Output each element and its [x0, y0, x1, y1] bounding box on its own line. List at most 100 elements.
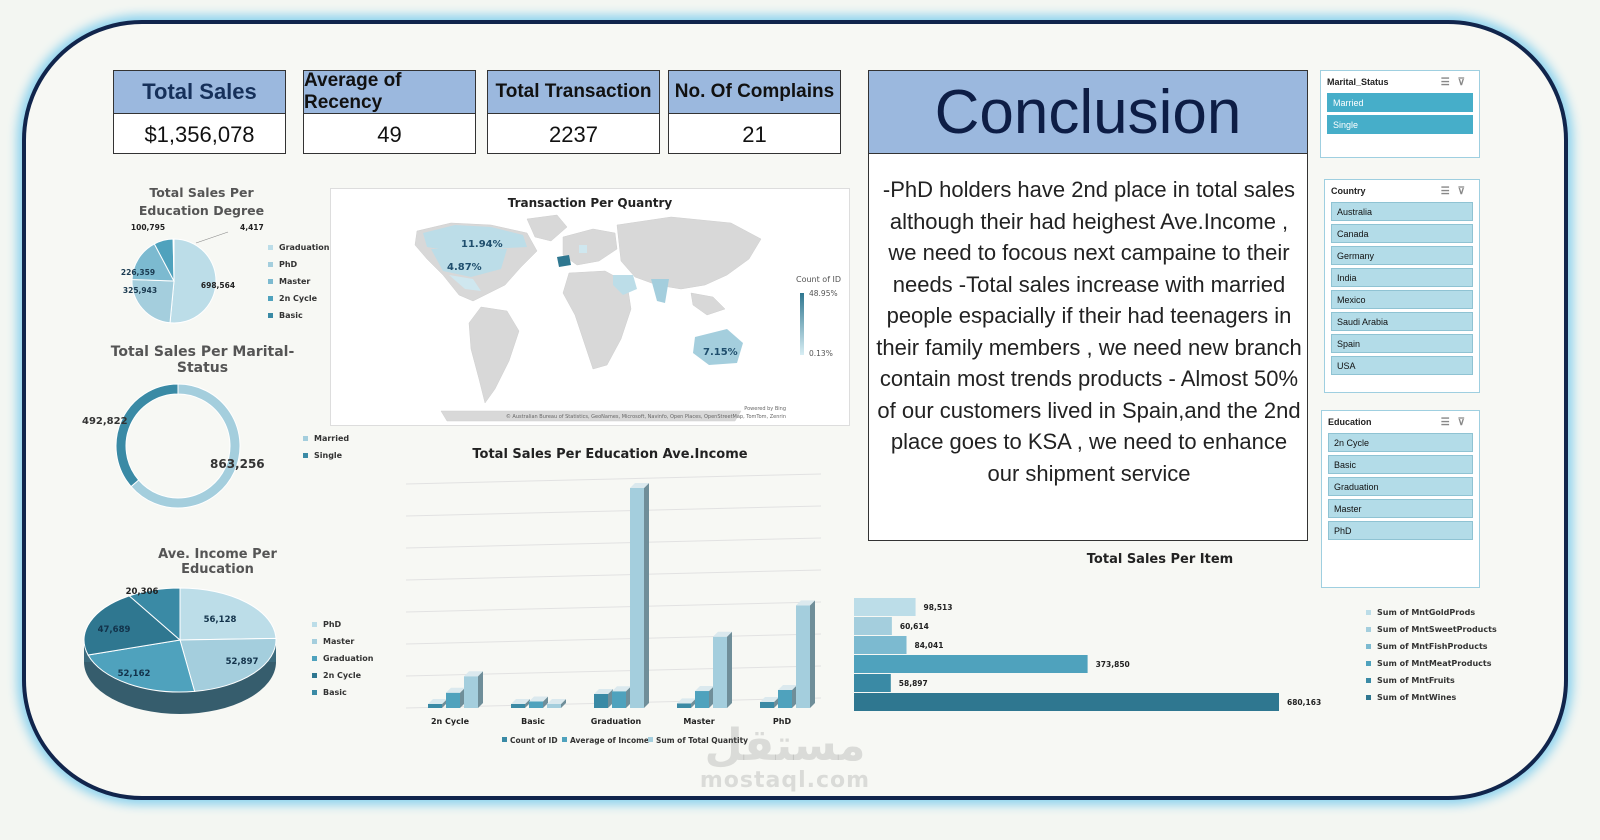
legend-item: Basic — [268, 307, 330, 324]
data-label: 52,162 — [118, 669, 151, 679]
pie-slice — [169, 238, 217, 324]
item-chart-title: Total Sales Per Item — [1086, 552, 1234, 567]
legend-swatch — [268, 279, 273, 284]
column-bar-top — [594, 689, 613, 694]
conclusion-text: -PhD holders have 2nd place in total sal… — [868, 154, 1308, 541]
map-label-canada: 11.94% — [461, 239, 503, 250]
legend-label: Married — [314, 434, 350, 443]
legend-item: PhD — [268, 256, 330, 273]
column-chart-title: Total Sales Per Education Ave.Income — [472, 447, 748, 462]
legend-item: Single — [303, 447, 349, 464]
slicer-title: Education — [1328, 417, 1372, 427]
slicer-item-graduation[interactable]: Graduation — [1328, 477, 1473, 496]
slicer-country[interactable]: Country ☰⊽ Australia Canada Germany India Me… — [1324, 179, 1480, 393]
legend-label: Graduation — [323, 654, 374, 663]
marital-donut-legend: Married Single — [303, 430, 349, 464]
slicer-item-saudi-arabia[interactable]: Saudi Arabia — [1331, 312, 1473, 331]
clear-filter-icon[interactable]: ⊽ — [1457, 76, 1473, 88]
legend-label: Basic — [323, 688, 347, 697]
item-bar — [854, 655, 1088, 673]
legend-swatch — [1366, 678, 1371, 683]
world-map: Transaction Per Quantry 11.94% 4.87% 7.1… — [414, 196, 841, 422]
legend-swatch — [1366, 695, 1371, 700]
gridline — [405, 537, 822, 549]
item-chart-legend: Sum of MntGoldProds Sum of MntSweetProduc… — [1366, 604, 1497, 706]
slicer-item-usa[interactable]: USA — [1331, 356, 1473, 375]
slicer-item-phd[interactable]: PhD — [1328, 521, 1473, 540]
slicer-item-2n-cycle[interactable]: 2n Cycle — [1328, 433, 1473, 452]
slicer-education[interactable]: Education ☰⊽ 2n Cycle Basic Graduation Mast… — [1321, 410, 1480, 588]
map-legend-title: Count of ID — [796, 275, 841, 284]
legend-label: Sum of MntSweetProducts — [1377, 625, 1497, 634]
legend-swatch — [1366, 661, 1371, 666]
pie-slice — [128, 587, 181, 642]
column-bar — [464, 676, 478, 708]
slicer-item-india[interactable]: India — [1331, 268, 1473, 287]
slicer-item-germany[interactable]: Germany — [1331, 246, 1473, 265]
multi-select-icon[interactable]: ☰ — [1440, 185, 1458, 197]
leader-line — [195, 231, 229, 244]
legend-swatch — [312, 656, 317, 661]
item-bar — [854, 617, 892, 635]
legend-item: 2n Cycle — [312, 667, 374, 684]
legend-label: Sum of Total Quantity — [656, 736, 748, 745]
pie-slice — [179, 637, 277, 692]
multi-select-icon[interactable]: ☰ — [1440, 416, 1458, 428]
data-label: 680,163 — [1287, 698, 1321, 707]
watermark: مستقل mostaql.com — [690, 722, 880, 792]
usa-highlight — [431, 249, 507, 277]
slicer-item-married[interactable]: Married — [1327, 93, 1473, 112]
slicer-item-australia[interactable]: Australia — [1331, 202, 1473, 221]
data-label: 60,614 — [900, 622, 929, 631]
edu-pie-chart: 698,564 325,943 226,359 100,795 4,417 — [121, 223, 264, 324]
data-label: 84,041 — [915, 641, 944, 650]
x-tick-label: Master — [683, 717, 714, 726]
spain-highlight — [557, 255, 571, 267]
legend-item: Basic — [312, 684, 374, 701]
kpi-value: 2237 — [549, 121, 598, 147]
data-label: 698,564 — [201, 281, 235, 290]
clear-filter-icon[interactable]: ⊽ — [1457, 416, 1473, 428]
legend-label: PhD — [279, 260, 298, 269]
legend-label: 2n Cycle — [279, 294, 318, 303]
legend-swatch — [312, 622, 317, 627]
kpi-title: Total Sales — [114, 71, 285, 114]
legend-label: Master — [323, 637, 355, 646]
greenland — [526, 214, 568, 242]
legend-label: Average of Income — [570, 736, 649, 745]
slicer-item-canada[interactable]: Canada — [1331, 224, 1473, 243]
legend-swatch — [312, 673, 317, 678]
item-bar — [854, 598, 916, 616]
column-bar-side — [810, 600, 815, 708]
multi-select-icon[interactable]: ☰ — [1440, 76, 1458, 88]
clear-filter-icon[interactable]: ⊽ — [1457, 185, 1473, 197]
column-bar-side — [691, 698, 696, 708]
watermark-arabic: مستقل — [704, 720, 866, 771]
slicer-item-basic[interactable]: Basic — [1328, 455, 1473, 474]
legend-label: Master — [279, 277, 311, 286]
column-bar-top — [612, 686, 631, 692]
slicer-item-single[interactable]: Single — [1327, 115, 1473, 134]
legend-label: Sum of MntGoldProds — [1377, 608, 1476, 617]
column-chart: 2n Cycle Basic Graduation Master PhD Count of… — [405, 473, 822, 745]
edu-pie-legend: Graduation PhD Master 2n Cycle Basic — [268, 239, 330, 324]
column-bar — [760, 701, 774, 708]
legend-item: Married — [303, 430, 349, 447]
column-bar-top — [630, 483, 649, 488]
map-panel[interactable]: Transaction Per Quantry 11.94% 4.87% 7.1… — [330, 188, 850, 426]
slicer-marital-status[interactable]: Marital_Status ☰⊽ Married Single — [1320, 70, 1480, 158]
slicer-item-master[interactable]: Master — [1328, 499, 1473, 518]
column-bar — [677, 703, 691, 708]
legend-item: Sum of MntFishProducts — [1366, 638, 1497, 655]
legend-label: Sum of MntFishProducts — [1377, 642, 1488, 651]
kpi-value: 49 — [377, 121, 402, 147]
column-bar-side — [774, 696, 779, 708]
column-bar-top — [547, 699, 566, 704]
column-bar-side — [442, 699, 447, 708]
data-label: 492,822 — [82, 416, 128, 427]
slicer-item-mexico[interactable]: Mexico — [1331, 290, 1473, 309]
slicer-item-spain[interactable]: Spain — [1331, 334, 1473, 353]
column-bar — [630, 488, 644, 708]
legend-item: Master — [312, 633, 374, 650]
income-pie-chart: 56,128 52,897 52,162 47,689 20,306 — [83, 587, 277, 714]
